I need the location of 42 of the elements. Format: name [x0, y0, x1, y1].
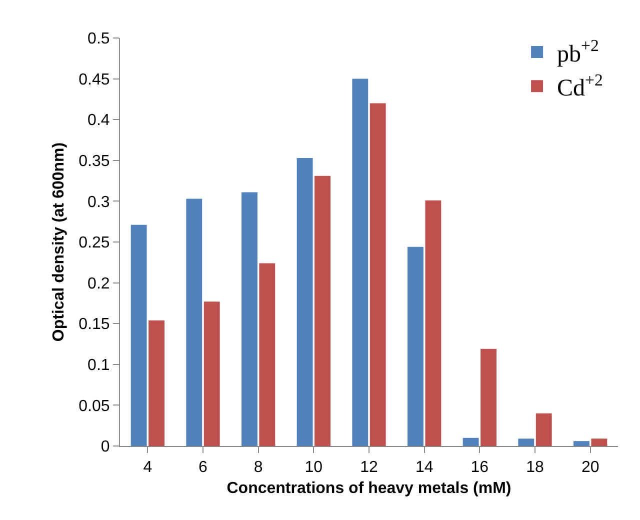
y-tick-label: 0.2	[88, 275, 110, 292]
bar	[130, 224, 147, 446]
bar	[186, 198, 202, 446]
bar	[462, 438, 479, 446]
bar	[425, 200, 442, 446]
bar	[518, 438, 534, 446]
x-tick-label: 16	[470, 459, 489, 476]
bar	[204, 302, 220, 446]
legend-label: Cd$^{+2}$	[557, 70, 603, 102]
y-tick-label: 0.3	[88, 194, 110, 211]
x-axis-title: Concentrations of heavy metals (mM)	[226, 480, 512, 497]
bar	[574, 441, 590, 446]
y-tick-label: 0.15	[78, 316, 110, 334]
bar	[408, 246, 424, 446]
y-tick-label: 0.5	[88, 30, 110, 48]
x-tick-label: 14	[415, 459, 434, 476]
y-tick-label: 0.45	[78, 71, 110, 88]
bar	[352, 78, 368, 446]
y-tick-label: 0	[100, 438, 110, 456]
bar	[296, 158, 313, 446]
y-tick-label: 0.35	[78, 153, 110, 170]
y-tick-label: 0.1	[88, 357, 110, 374]
y-tick-label: 0.05	[78, 398, 110, 415]
x-tick-label: 20	[581, 459, 600, 476]
bar	[148, 320, 164, 446]
bar	[591, 438, 608, 446]
bar	[259, 263, 276, 446]
x-tick-label: 4	[143, 459, 152, 476]
y-tick-label: 0.4	[88, 112, 110, 130]
x-tick-label: 12	[360, 459, 378, 476]
x-tick-label: 8	[254, 459, 263, 476]
bar	[242, 192, 258, 446]
bar	[480, 348, 496, 446]
bar	[370, 103, 386, 446]
x-tick-label: 10	[304, 459, 323, 476]
y-axis-title: Optical density (at 600nm)	[50, 142, 68, 342]
legend-label: pb$^{+2}$	[557, 36, 599, 68]
y-tick-label: 0.25	[78, 234, 110, 252]
x-tick-label: 18	[526, 459, 544, 476]
bar	[536, 413, 552, 446]
bar	[314, 176, 330, 446]
x-tick-label: 6	[198, 459, 208, 476]
